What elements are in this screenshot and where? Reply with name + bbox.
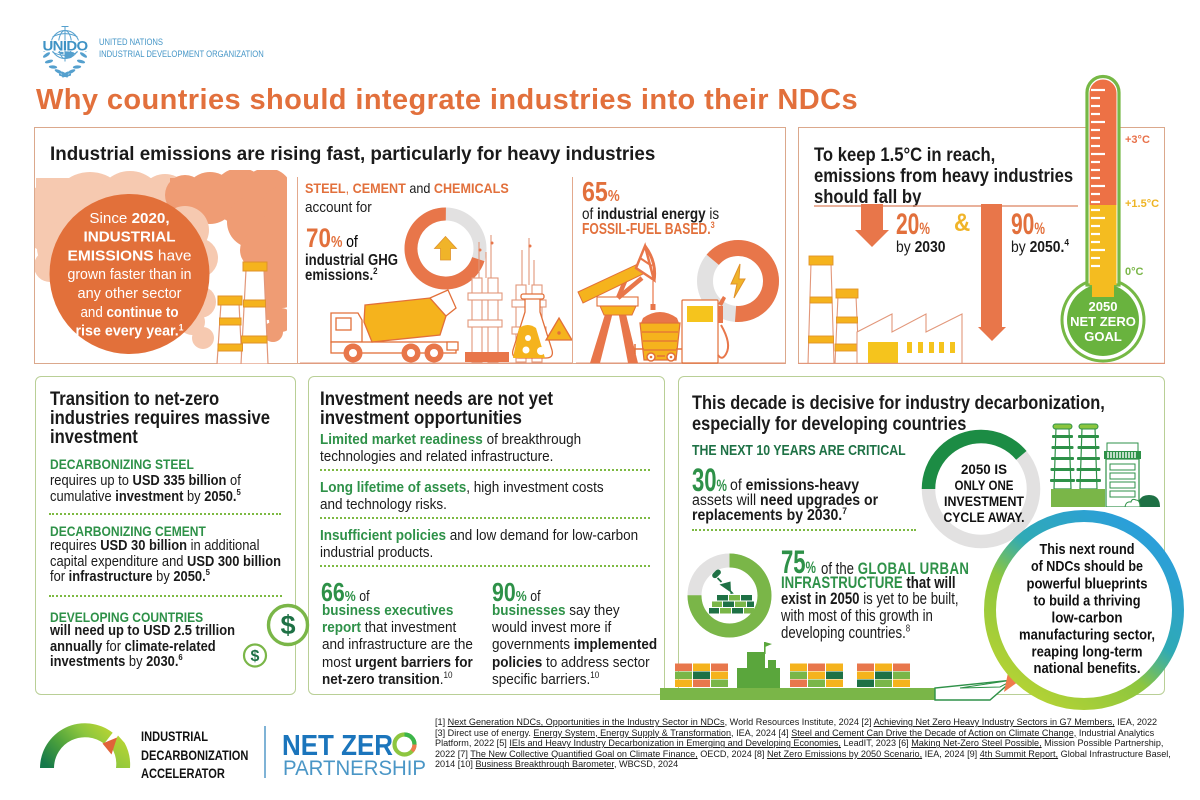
svg-text:grown faster than in: grown faster than in xyxy=(68,266,192,283)
svg-text:ONLY ONE: ONLY ONE xyxy=(955,477,1014,493)
svg-text:$: $ xyxy=(251,648,260,665)
svg-text:rise every year.1: rise every year.1 xyxy=(76,323,184,340)
svg-text:powerful blueprints: powerful blueprints xyxy=(1027,576,1148,593)
svg-text:and continue to: and continue to xyxy=(81,304,179,321)
svg-text:low-carbon: low-carbon xyxy=(1052,610,1123,627)
svg-text:2050 IS: 2050 IS xyxy=(961,461,1007,477)
svg-text:to build a thriving: to build a thriving xyxy=(1034,593,1141,610)
svg-text:EMISSIONS have: EMISSIONS have xyxy=(68,247,192,264)
svg-text:INDUSTRIAL: INDUSTRIAL xyxy=(84,229,176,246)
svg-text:NET ZERO: NET ZERO xyxy=(1070,314,1136,329)
svg-text:any other sector: any other sector xyxy=(78,285,182,302)
svg-text:$: $ xyxy=(280,610,295,640)
svg-text:of NDCs should be: of NDCs should be xyxy=(1031,558,1143,575)
svg-text:2050: 2050 xyxy=(1089,299,1118,314)
svg-text:national benefits.: national benefits. xyxy=(1034,660,1141,677)
svg-text:INVESTMENT: INVESTMENT xyxy=(944,493,1024,509)
svg-text:This next round: This next round xyxy=(1040,541,1135,558)
svg-text:manufacturing sector,: manufacturing sector, xyxy=(1019,627,1155,644)
svg-text:UNIDO: UNIDO xyxy=(43,39,89,54)
svg-text:Since 2020,: Since 2020, xyxy=(89,210,169,227)
svg-text:CYCLE AWAY.: CYCLE AWAY. xyxy=(944,509,1025,525)
svg-text:reaping long-term: reaping long-term xyxy=(1032,644,1143,661)
svg-text:GOAL: GOAL xyxy=(1084,329,1122,344)
